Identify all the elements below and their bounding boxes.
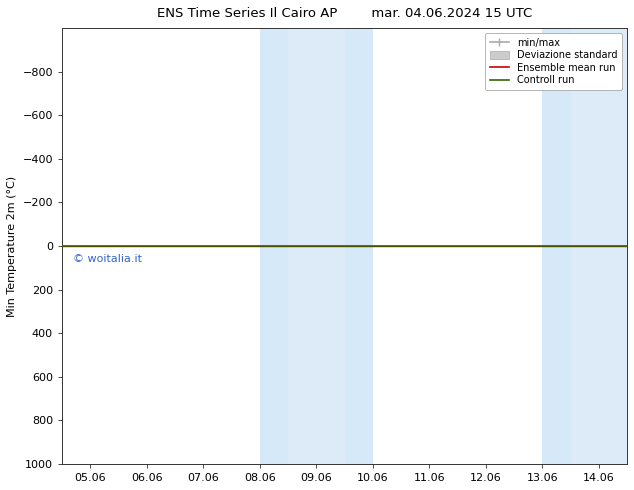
Legend: min/max, Deviazione standard, Ensemble mean run, Controll run: min/max, Deviazione standard, Ensemble m… [485, 33, 622, 90]
Bar [288, 28, 344, 464]
Text: © woitalia.it: © woitalia.it [74, 254, 142, 264]
Bar [627, 28, 634, 464]
Title: ENS Time Series Il Cairo AP        mar. 04.06.2024 15 UTC: ENS Time Series Il Cairo AP mar. 04.06.2… [157, 7, 532, 20]
Bar [260, 28, 288, 464]
Bar [542, 28, 571, 464]
Y-axis label: Min Temperature 2m (°C): Min Temperature 2m (°C) [7, 175, 17, 317]
Bar [344, 28, 373, 464]
Bar [571, 28, 627, 464]
